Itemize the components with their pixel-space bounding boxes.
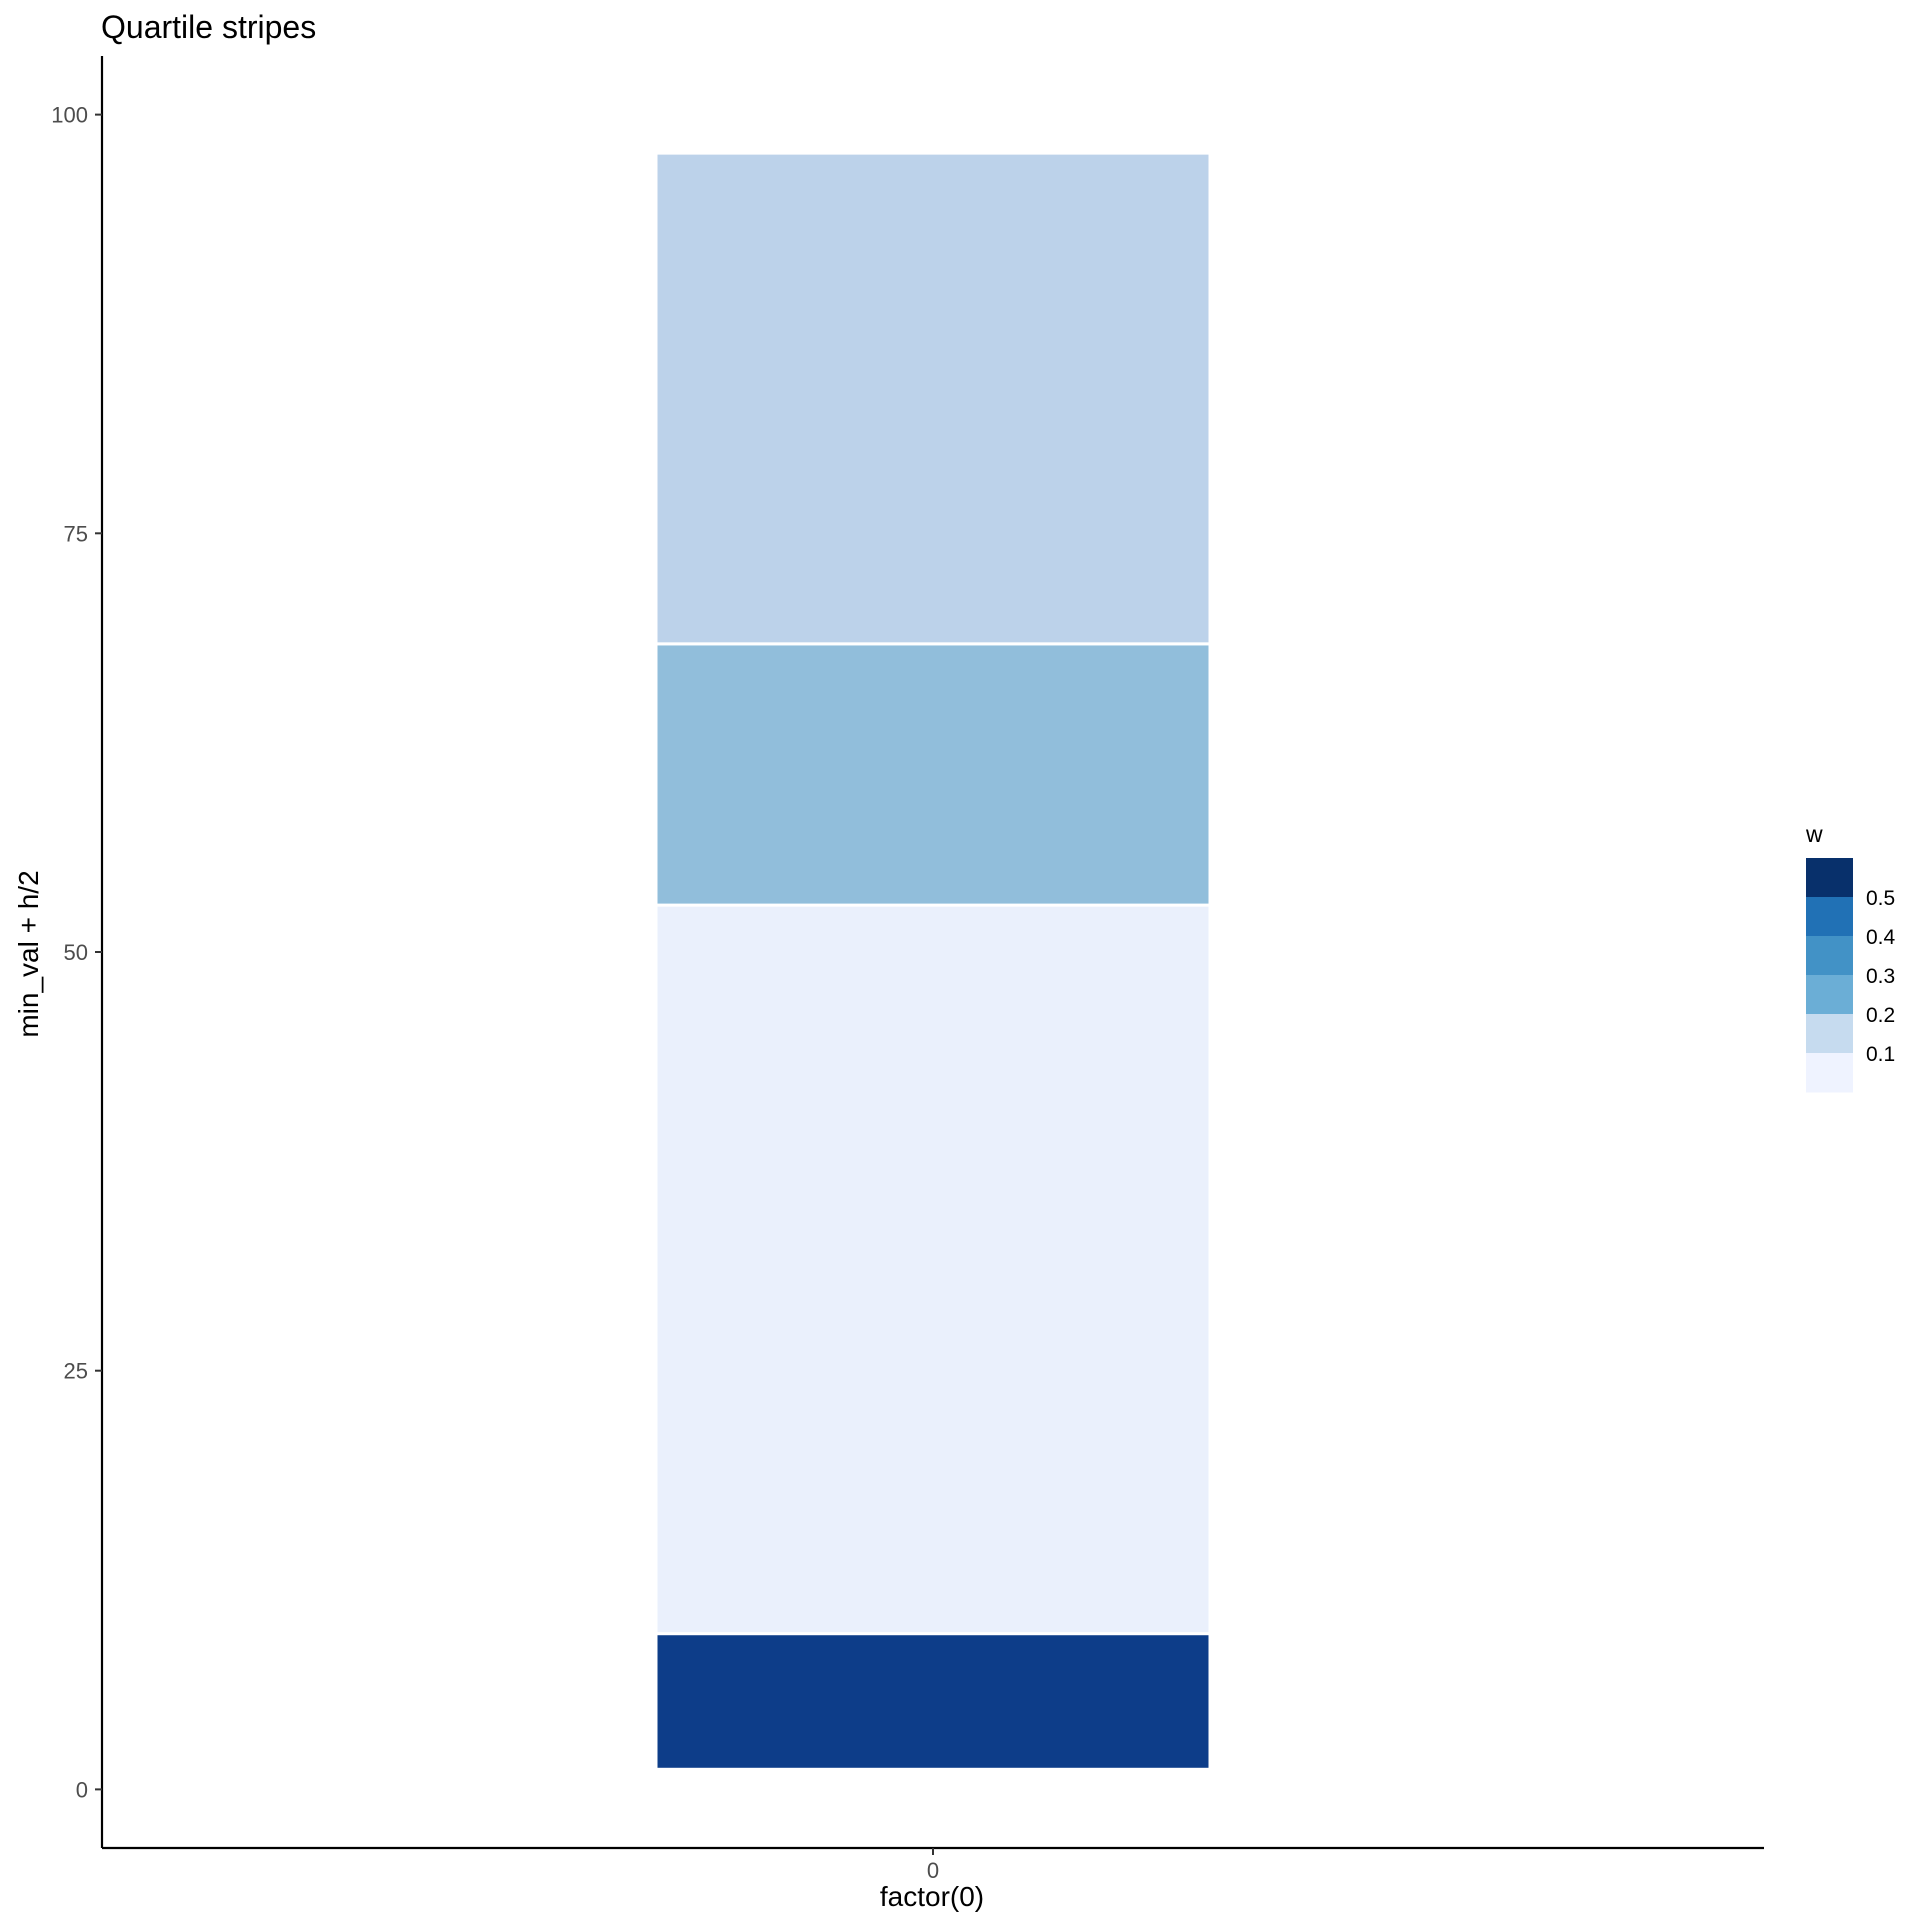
legend-key-4 [1806, 1014, 1853, 1054]
chart-title: Quartile stripes [101, 9, 316, 45]
plot-area [654, 151, 1212, 1771]
legend-key-5 [1806, 1053, 1853, 1093]
stripe-bar-2 [654, 642, 1212, 907]
legend-label: 0.4 [1866, 926, 1896, 949]
stripe-bar-0 [654, 1632, 1212, 1771]
legend-key-1 [1806, 897, 1853, 937]
legend-key-2 [1806, 936, 1853, 976]
legend-key-3 [1806, 975, 1853, 1015]
y-axis-title: min_val + h/2 [13, 870, 44, 1037]
x-tick-label: 0 [927, 1858, 939, 1883]
y-tick-label: 50 [64, 940, 88, 965]
legend-title: w [1805, 821, 1823, 847]
stripe-bar-1 [654, 903, 1212, 1636]
y-tick-label: 75 [64, 521, 88, 546]
legend-label: 0.3 [1866, 965, 1895, 988]
stripe-bar-3 [654, 151, 1212, 646]
y-tick-label: 25 [64, 1359, 88, 1384]
y-tick-label: 100 [51, 103, 88, 128]
legend-keys: 0.5 0.4 0.3 0.2 0.1 [1806, 858, 1896, 1093]
y-tick-label: 0 [76, 1777, 88, 1802]
legend-key-0 [1806, 858, 1853, 898]
x-axis: 0 [102, 1846, 1764, 1883]
legend: w 0.5 0.4 0.3 0.2 0.1 [1805, 821, 1896, 1093]
legend-label: 0.1 [1866, 1043, 1895, 1066]
legend-label: 0.5 [1866, 887, 1895, 910]
x-axis-title: factor(0) [880, 1881, 984, 1912]
y-axis: 0 25 50 75 100 [51, 56, 104, 1848]
legend-label: 0.2 [1866, 1004, 1895, 1027]
